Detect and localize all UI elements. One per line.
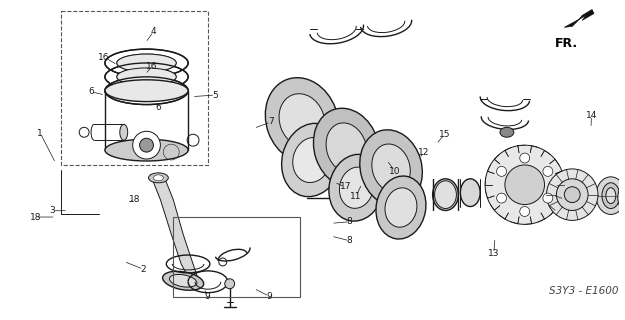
Text: 6: 6 <box>89 87 94 96</box>
Ellipse shape <box>117 68 176 86</box>
Ellipse shape <box>120 124 127 140</box>
Ellipse shape <box>117 54 176 72</box>
Circle shape <box>485 145 564 224</box>
Circle shape <box>520 153 529 163</box>
Text: 6: 6 <box>155 103 161 112</box>
Circle shape <box>505 165 544 204</box>
Circle shape <box>556 179 588 211</box>
Text: 18: 18 <box>129 195 141 204</box>
Ellipse shape <box>372 144 410 192</box>
Text: 13: 13 <box>488 249 499 258</box>
Text: 14: 14 <box>586 111 597 120</box>
Ellipse shape <box>279 94 325 147</box>
Ellipse shape <box>169 275 197 287</box>
Circle shape <box>497 166 506 176</box>
Circle shape <box>543 193 552 203</box>
Ellipse shape <box>622 187 625 209</box>
Ellipse shape <box>105 139 188 161</box>
Ellipse shape <box>500 127 514 137</box>
Text: 3: 3 <box>50 206 56 215</box>
Text: 9: 9 <box>204 292 210 301</box>
Circle shape <box>497 193 506 203</box>
Ellipse shape <box>434 181 456 209</box>
Ellipse shape <box>105 80 188 101</box>
Ellipse shape <box>385 188 417 227</box>
Ellipse shape <box>292 138 331 182</box>
Circle shape <box>543 166 552 176</box>
Ellipse shape <box>432 179 458 211</box>
Circle shape <box>139 138 154 152</box>
Ellipse shape <box>313 108 379 188</box>
Text: S3Y3 - E1600: S3Y3 - E1600 <box>549 286 619 296</box>
Text: 7: 7 <box>268 117 274 126</box>
Text: 10: 10 <box>389 167 401 176</box>
Ellipse shape <box>265 78 339 163</box>
Text: 18: 18 <box>30 212 42 221</box>
Text: 9: 9 <box>266 292 272 301</box>
Ellipse shape <box>461 179 480 206</box>
Ellipse shape <box>602 183 620 209</box>
Ellipse shape <box>596 177 625 214</box>
Ellipse shape <box>360 130 423 206</box>
Ellipse shape <box>486 185 494 190</box>
Ellipse shape <box>162 271 204 290</box>
Ellipse shape <box>282 123 342 197</box>
Text: 16: 16 <box>98 52 110 61</box>
Text: 8: 8 <box>347 236 352 245</box>
Text: 15: 15 <box>439 130 450 139</box>
Text: 11: 11 <box>350 192 361 201</box>
Ellipse shape <box>117 82 176 100</box>
Text: 2: 2 <box>141 265 146 274</box>
Ellipse shape <box>329 154 384 221</box>
Text: 16: 16 <box>146 62 158 71</box>
Ellipse shape <box>606 188 616 204</box>
Ellipse shape <box>618 181 625 214</box>
Circle shape <box>564 187 580 203</box>
Ellipse shape <box>376 176 426 239</box>
Text: 8: 8 <box>347 217 352 226</box>
Text: 4: 4 <box>151 27 156 36</box>
Circle shape <box>520 206 529 216</box>
Ellipse shape <box>149 173 168 183</box>
Text: FR.: FR. <box>554 37 578 50</box>
Circle shape <box>225 279 234 289</box>
Polygon shape <box>564 10 594 27</box>
Circle shape <box>546 169 598 220</box>
Ellipse shape <box>339 167 373 208</box>
Text: 12: 12 <box>418 148 429 156</box>
Ellipse shape <box>326 123 367 173</box>
Text: 5: 5 <box>213 91 218 100</box>
Text: 17: 17 <box>339 182 351 191</box>
Circle shape <box>132 131 161 159</box>
Text: 1: 1 <box>38 129 43 138</box>
Ellipse shape <box>154 175 163 181</box>
Polygon shape <box>151 175 198 281</box>
